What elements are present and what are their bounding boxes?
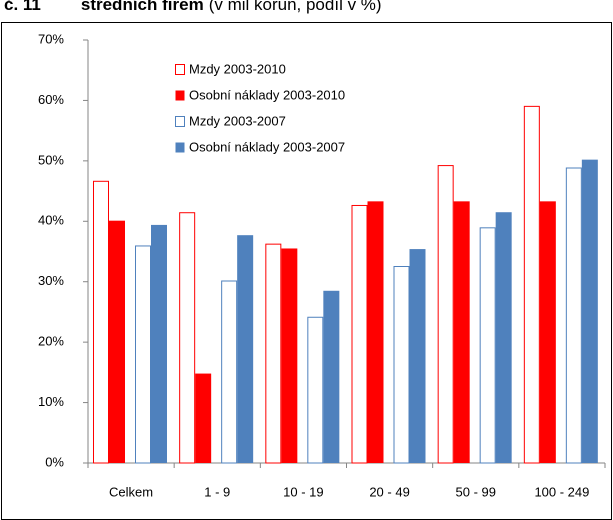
- x-tick-label: 1 - 9: [204, 484, 230, 499]
- legend-label: Mzdy 2003-2007: [189, 113, 286, 128]
- bar: [265, 243, 282, 464]
- bar: [581, 159, 598, 464]
- legend-label: Osobní náklady 2003-2010: [189, 87, 345, 102]
- bar: [135, 245, 151, 464]
- legend-swatch: [175, 116, 185, 127]
- bar: [393, 266, 410, 464]
- y-tick-label: 40%: [38, 213, 64, 228]
- x-tick-label: 20 - 49: [369, 484, 409, 499]
- bar: [221, 280, 238, 464]
- y-tick-label: 70%: [38, 31, 64, 46]
- bar: [151, 224, 167, 463]
- y-tick-label: 20%: [38, 334, 64, 349]
- bar: [237, 235, 254, 463]
- bar: [93, 180, 109, 464]
- legend-label: Osobní náklady 2003-2007: [189, 139, 345, 154]
- bar: [523, 105, 540, 464]
- bar: [179, 212, 196, 464]
- y-tick-label: 50%: [38, 152, 64, 167]
- bar: [281, 248, 298, 463]
- y-tick-label: 60%: [38, 92, 64, 107]
- legend-swatch: [175, 90, 185, 101]
- chart-title: č. 11 středních firem (v mil korun, podíl …: [4, 0, 382, 14]
- legend-label: Mzdy 2003-2010: [189, 61, 286, 76]
- bar: [195, 373, 212, 463]
- title-note: (v mil korun, podíl v %): [209, 0, 382, 14]
- bar: [495, 212, 512, 463]
- bar: [453, 201, 470, 463]
- bar: [351, 204, 368, 464]
- y-tick-label: 30%: [38, 273, 64, 288]
- bar: [437, 165, 454, 464]
- x-tick-label: 100 - 249: [534, 484, 589, 499]
- x-tick-label: 10 - 19: [283, 484, 323, 499]
- title-bold: středních firem: [81, 0, 204, 14]
- bar: [539, 201, 556, 463]
- y-tick-label: 0%: [45, 454, 64, 469]
- bar: [307, 316, 324, 464]
- x-tick-label: Celkem: [109, 484, 153, 499]
- title-number: č. 11: [4, 0, 41, 14]
- legend-swatch: [175, 64, 185, 75]
- bar: [323, 290, 340, 463]
- bar: [409, 249, 426, 463]
- y-tick-label: 10%: [38, 394, 64, 409]
- legend-swatch: [175, 142, 185, 153]
- bar: [367, 201, 384, 463]
- bar: [479, 227, 496, 464]
- bar: [109, 220, 125, 463]
- x-tick-label: 50 - 99: [456, 484, 496, 499]
- bar: [565, 167, 582, 464]
